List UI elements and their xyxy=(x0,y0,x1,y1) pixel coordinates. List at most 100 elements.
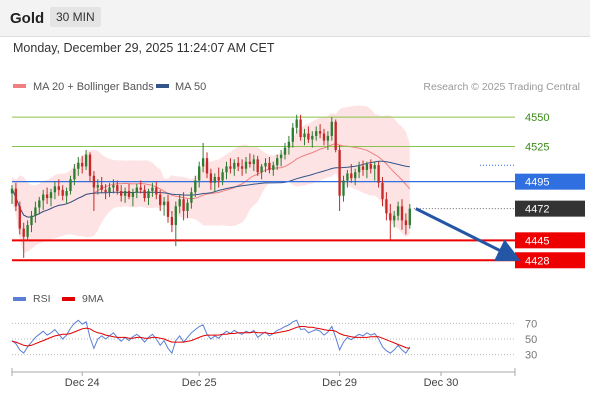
candle-body xyxy=(30,215,33,226)
candle-body xyxy=(354,172,357,179)
candle-body xyxy=(244,161,248,169)
ma9-legend-swatch xyxy=(62,297,75,301)
candle-body xyxy=(14,188,18,207)
candle-body xyxy=(135,187,138,193)
candle-body xyxy=(57,186,60,190)
candle-body xyxy=(276,158,279,166)
candle-body xyxy=(365,164,369,170)
level-label-4525: 4525 xyxy=(525,141,549,153)
candle-body xyxy=(147,191,150,199)
candle-body xyxy=(283,147,287,155)
candle-body xyxy=(326,135,330,141)
copyright-label: Research © 2025 Trading Central xyxy=(423,81,580,93)
rsi-legend-label: RSI xyxy=(33,293,51,305)
candle-body xyxy=(42,194,45,201)
date-label: Dec 24 xyxy=(65,377,100,389)
candle-body xyxy=(34,207,37,216)
candle-body xyxy=(205,158,209,174)
candle-body xyxy=(186,202,189,211)
candle-body xyxy=(217,176,220,181)
instrument-title: Gold xyxy=(10,10,45,27)
candle-body xyxy=(155,187,158,195)
candle-body xyxy=(116,185,119,192)
candle-body xyxy=(139,187,142,190)
candle-body xyxy=(84,154,88,167)
candle-body xyxy=(311,135,314,140)
rsi-tick-30: 30 xyxy=(525,350,537,362)
candle-body xyxy=(256,159,259,173)
date-label: Dec 30 xyxy=(424,377,459,389)
candle-body xyxy=(108,187,111,193)
candle-body xyxy=(194,180,197,193)
candle-body xyxy=(322,133,326,141)
candle-body xyxy=(131,192,135,197)
forecast-arrow xyxy=(415,207,521,261)
candle-body xyxy=(408,208,411,226)
candle-body xyxy=(350,173,353,179)
candle-body xyxy=(396,206,400,216)
candle-body xyxy=(61,189,64,196)
candle-body xyxy=(65,191,68,196)
candle-body xyxy=(45,194,49,199)
candle-body xyxy=(182,199,185,211)
candle-body xyxy=(104,189,107,193)
level-label-4550: 4550 xyxy=(525,112,549,124)
chart-header: Gold 30 MIN xyxy=(0,0,590,37)
candle-body xyxy=(123,191,127,196)
candle-body xyxy=(151,187,154,192)
candle-body xyxy=(18,206,21,229)
rsi-line xyxy=(11,319,411,355)
candle-body xyxy=(252,159,255,165)
candle-body xyxy=(377,165,380,183)
candle-body xyxy=(287,141,291,148)
candle-body xyxy=(346,173,349,181)
rsi-ma9-line xyxy=(11,326,410,349)
ma50-legend-swatch xyxy=(156,84,169,88)
candle-body xyxy=(69,179,72,192)
candle-body xyxy=(295,119,298,128)
candle-body xyxy=(404,220,408,226)
candle-body xyxy=(81,162,84,167)
candle-body xyxy=(272,165,275,170)
date-label: Dec 29 xyxy=(322,377,357,389)
ma20-legend-swatch xyxy=(13,84,26,88)
candle-body xyxy=(279,154,283,159)
candle-body xyxy=(213,176,216,183)
candle-body xyxy=(393,215,396,221)
candle-body xyxy=(49,192,53,199)
candle-body xyxy=(400,206,404,221)
ma20-legend-label: MA 20 + Bollinger Bands xyxy=(33,81,154,93)
ma50-line xyxy=(11,160,410,218)
candle-body xyxy=(38,200,41,208)
candle-body xyxy=(260,166,263,173)
ma50-legend-label: MA 50 xyxy=(175,81,206,93)
level-label-4445: 4445 xyxy=(525,235,549,247)
interval-badge[interactable]: 30 MIN xyxy=(50,7,101,27)
candle-body xyxy=(342,180,345,196)
date-label: Dec 25 xyxy=(182,377,217,389)
candle-body xyxy=(318,131,322,134)
candle-body xyxy=(209,173,213,183)
candle-body xyxy=(299,119,302,138)
level-label-4428: 4428 xyxy=(525,255,549,267)
candle-body xyxy=(307,133,310,140)
rsi-legend-swatch xyxy=(13,297,26,301)
candle-body xyxy=(26,225,29,237)
level-box-4428 xyxy=(515,252,585,269)
candle-body xyxy=(178,199,181,207)
candle-body xyxy=(159,194,162,206)
candle-body xyxy=(120,191,123,196)
ma9-legend-label: 9MA xyxy=(82,293,104,305)
candle-body xyxy=(264,162,267,167)
candle-body xyxy=(190,192,193,203)
candle-body xyxy=(303,133,306,138)
candle-body xyxy=(334,121,337,150)
candle-body xyxy=(53,186,57,193)
candle-body xyxy=(96,185,99,188)
candle-body xyxy=(22,228,25,237)
candle-body xyxy=(174,206,177,226)
candle-body xyxy=(100,185,103,190)
candle-body xyxy=(127,191,131,197)
level-box-4445 xyxy=(515,232,585,249)
